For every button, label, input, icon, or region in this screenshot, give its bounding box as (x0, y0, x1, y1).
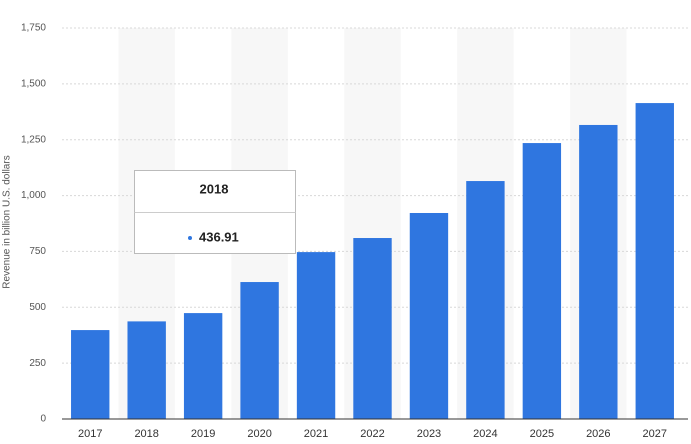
y-tick-label: 0 (40, 414, 46, 425)
bar (353, 238, 392, 419)
x-tick-label: 2022 (360, 428, 384, 440)
bar (409, 212, 449, 419)
x-tick-label: 2023 (417, 428, 441, 440)
y-axis-label: Revenue in billion U.S. dollars (2, 155, 13, 288)
bar (127, 321, 166, 419)
bar (296, 252, 336, 419)
bar (635, 103, 674, 420)
tooltip: 2018 436.91 (134, 170, 296, 254)
x-tick-label: 2018 (134, 428, 158, 440)
bar (579, 124, 618, 419)
y-tick-label: 750 (29, 246, 46, 257)
tooltip-dot (188, 236, 192, 240)
bar (522, 143, 562, 419)
x-tick-label: 2017 (78, 428, 102, 440)
y-tick-label: 250 (29, 358, 46, 369)
x-tick-label: 2027 (643, 428, 667, 440)
y-tick-label: 1,750 (21, 23, 46, 34)
bar (240, 282, 279, 419)
tooltip-title: 2018 (200, 181, 229, 196)
x-tick-label: 2021 (304, 428, 328, 440)
y-tick-label: 1,500 (21, 78, 46, 89)
x-tick-label: 2020 (247, 428, 271, 440)
x-tick-label: 2025 (530, 428, 554, 440)
y-tick-label: 500 (29, 302, 46, 313)
y-tick-label: 1,250 (21, 134, 46, 145)
y-tick-label: 1,000 (21, 190, 46, 201)
x-tick-label: 2019 (191, 428, 215, 440)
x-tick-label: 2024 (473, 428, 497, 440)
bar (183, 313, 223, 419)
tooltip-value: 436.91 (199, 229, 239, 244)
bar (466, 181, 505, 419)
bar (71, 330, 110, 419)
x-tick-label: 2026 (586, 428, 610, 440)
